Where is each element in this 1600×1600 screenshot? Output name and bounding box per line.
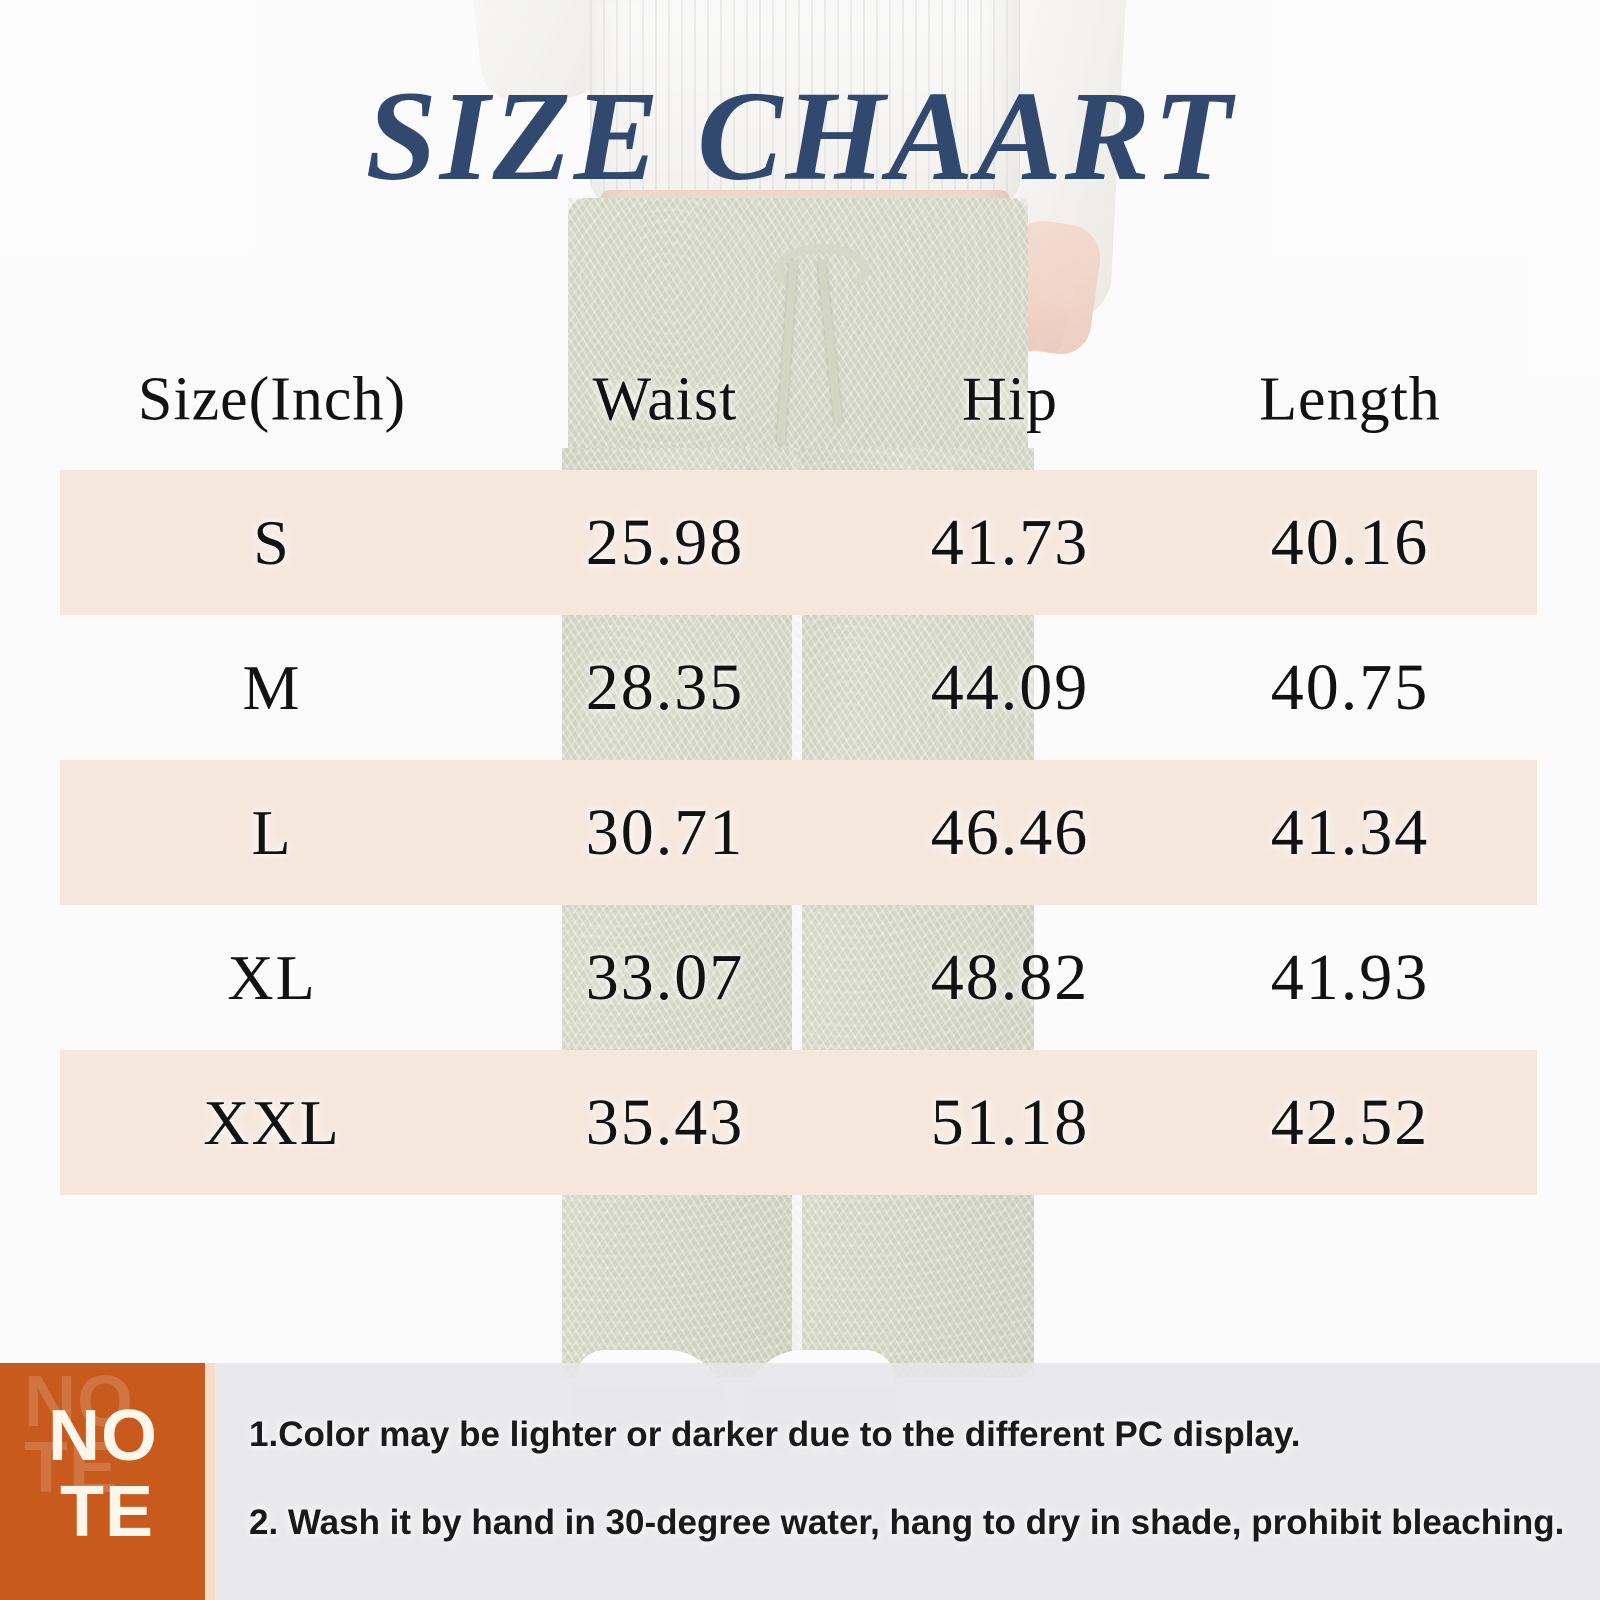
note-badge-ghost-line-2: TE <box>24 1428 119 1508</box>
cell-size: XXL <box>203 1086 341 1158</box>
cell-waist: 35.43 <box>585 1085 745 1159</box>
size-chart-table: Size(Inch) Waist Hip Length S 25.98 41.7… <box>0 330 1600 1195</box>
note-divider <box>205 1363 215 1600</box>
note-line-1: 1.Color may be lighter or darker due to … <box>249 1415 1301 1454</box>
cell-waist: 33.07 <box>585 940 745 1014</box>
cell-waist: 28.35 <box>585 650 745 724</box>
table-row: XL 33.07 48.82 41.93 <box>0 905 1600 1050</box>
header-waist: Waist <box>592 365 738 434</box>
sweater-rib-texture <box>590 0 1020 205</box>
note-badge-line-2: TE <box>60 1472 155 1552</box>
cell-hip: 46.46 <box>930 795 1090 869</box>
table-row: S 25.98 41.73 40.16 <box>0 470 1600 615</box>
row-stripe <box>60 760 1537 905</box>
cell-hip: 51.18 <box>930 1085 1090 1159</box>
note-badge-ghost-line-1: NO <box>24 1363 134 1442</box>
cell-hip: 44.09 <box>930 650 1090 724</box>
cell-hip: 48.82 <box>930 940 1090 1014</box>
row-stripe <box>60 1050 1537 1195</box>
note-panel: NO TE NO TE 1.Color may be lighter or da… <box>0 1363 1600 1600</box>
cell-size: L <box>251 796 293 868</box>
cell-size: M <box>242 651 302 723</box>
header-hip: Hip <box>962 365 1058 434</box>
table-row: M 28.35 44.09 40.75 <box>0 615 1600 760</box>
cell-size: S <box>253 506 291 578</box>
note-body: 1.Color may be lighter or darker due to … <box>215 1363 1600 1600</box>
cell-length: 40.75 <box>1270 650 1430 724</box>
page-title: SIZE CHAART <box>365 65 1235 207</box>
cell-waist: 30.71 <box>585 795 745 869</box>
cell-length: 41.34 <box>1270 795 1430 869</box>
white-crop-sweater <box>590 0 1020 205</box>
cell-waist: 25.98 <box>585 505 745 579</box>
note-line-2: 2. Wash it by hand in 30-degree water, h… <box>249 1503 1565 1542</box>
header-size: Size(Inch) <box>137 365 407 434</box>
drawstring-knot <box>774 244 870 296</box>
cell-length: 42.52 <box>1270 1085 1430 1159</box>
table-row: L 30.71 46.46 41.34 <box>0 760 1600 905</box>
cell-size: XL <box>227 941 317 1013</box>
table-row: XXL 35.43 51.18 42.52 <box>0 1050 1600 1195</box>
table-header-row: Size(Inch) Waist Hip Length <box>0 330 1600 470</box>
row-stripe <box>60 470 1537 615</box>
note-badge: NO TE NO TE <box>0 1363 205 1600</box>
pant-leg-gap <box>792 448 802 1378</box>
cell-length: 40.16 <box>1270 505 1430 579</box>
cell-hip: 41.73 <box>930 505 1090 579</box>
header-length: Length <box>1259 365 1441 434</box>
note-badge-line-1: NO <box>48 1396 158 1476</box>
cell-length: 41.93 <box>1270 940 1430 1014</box>
